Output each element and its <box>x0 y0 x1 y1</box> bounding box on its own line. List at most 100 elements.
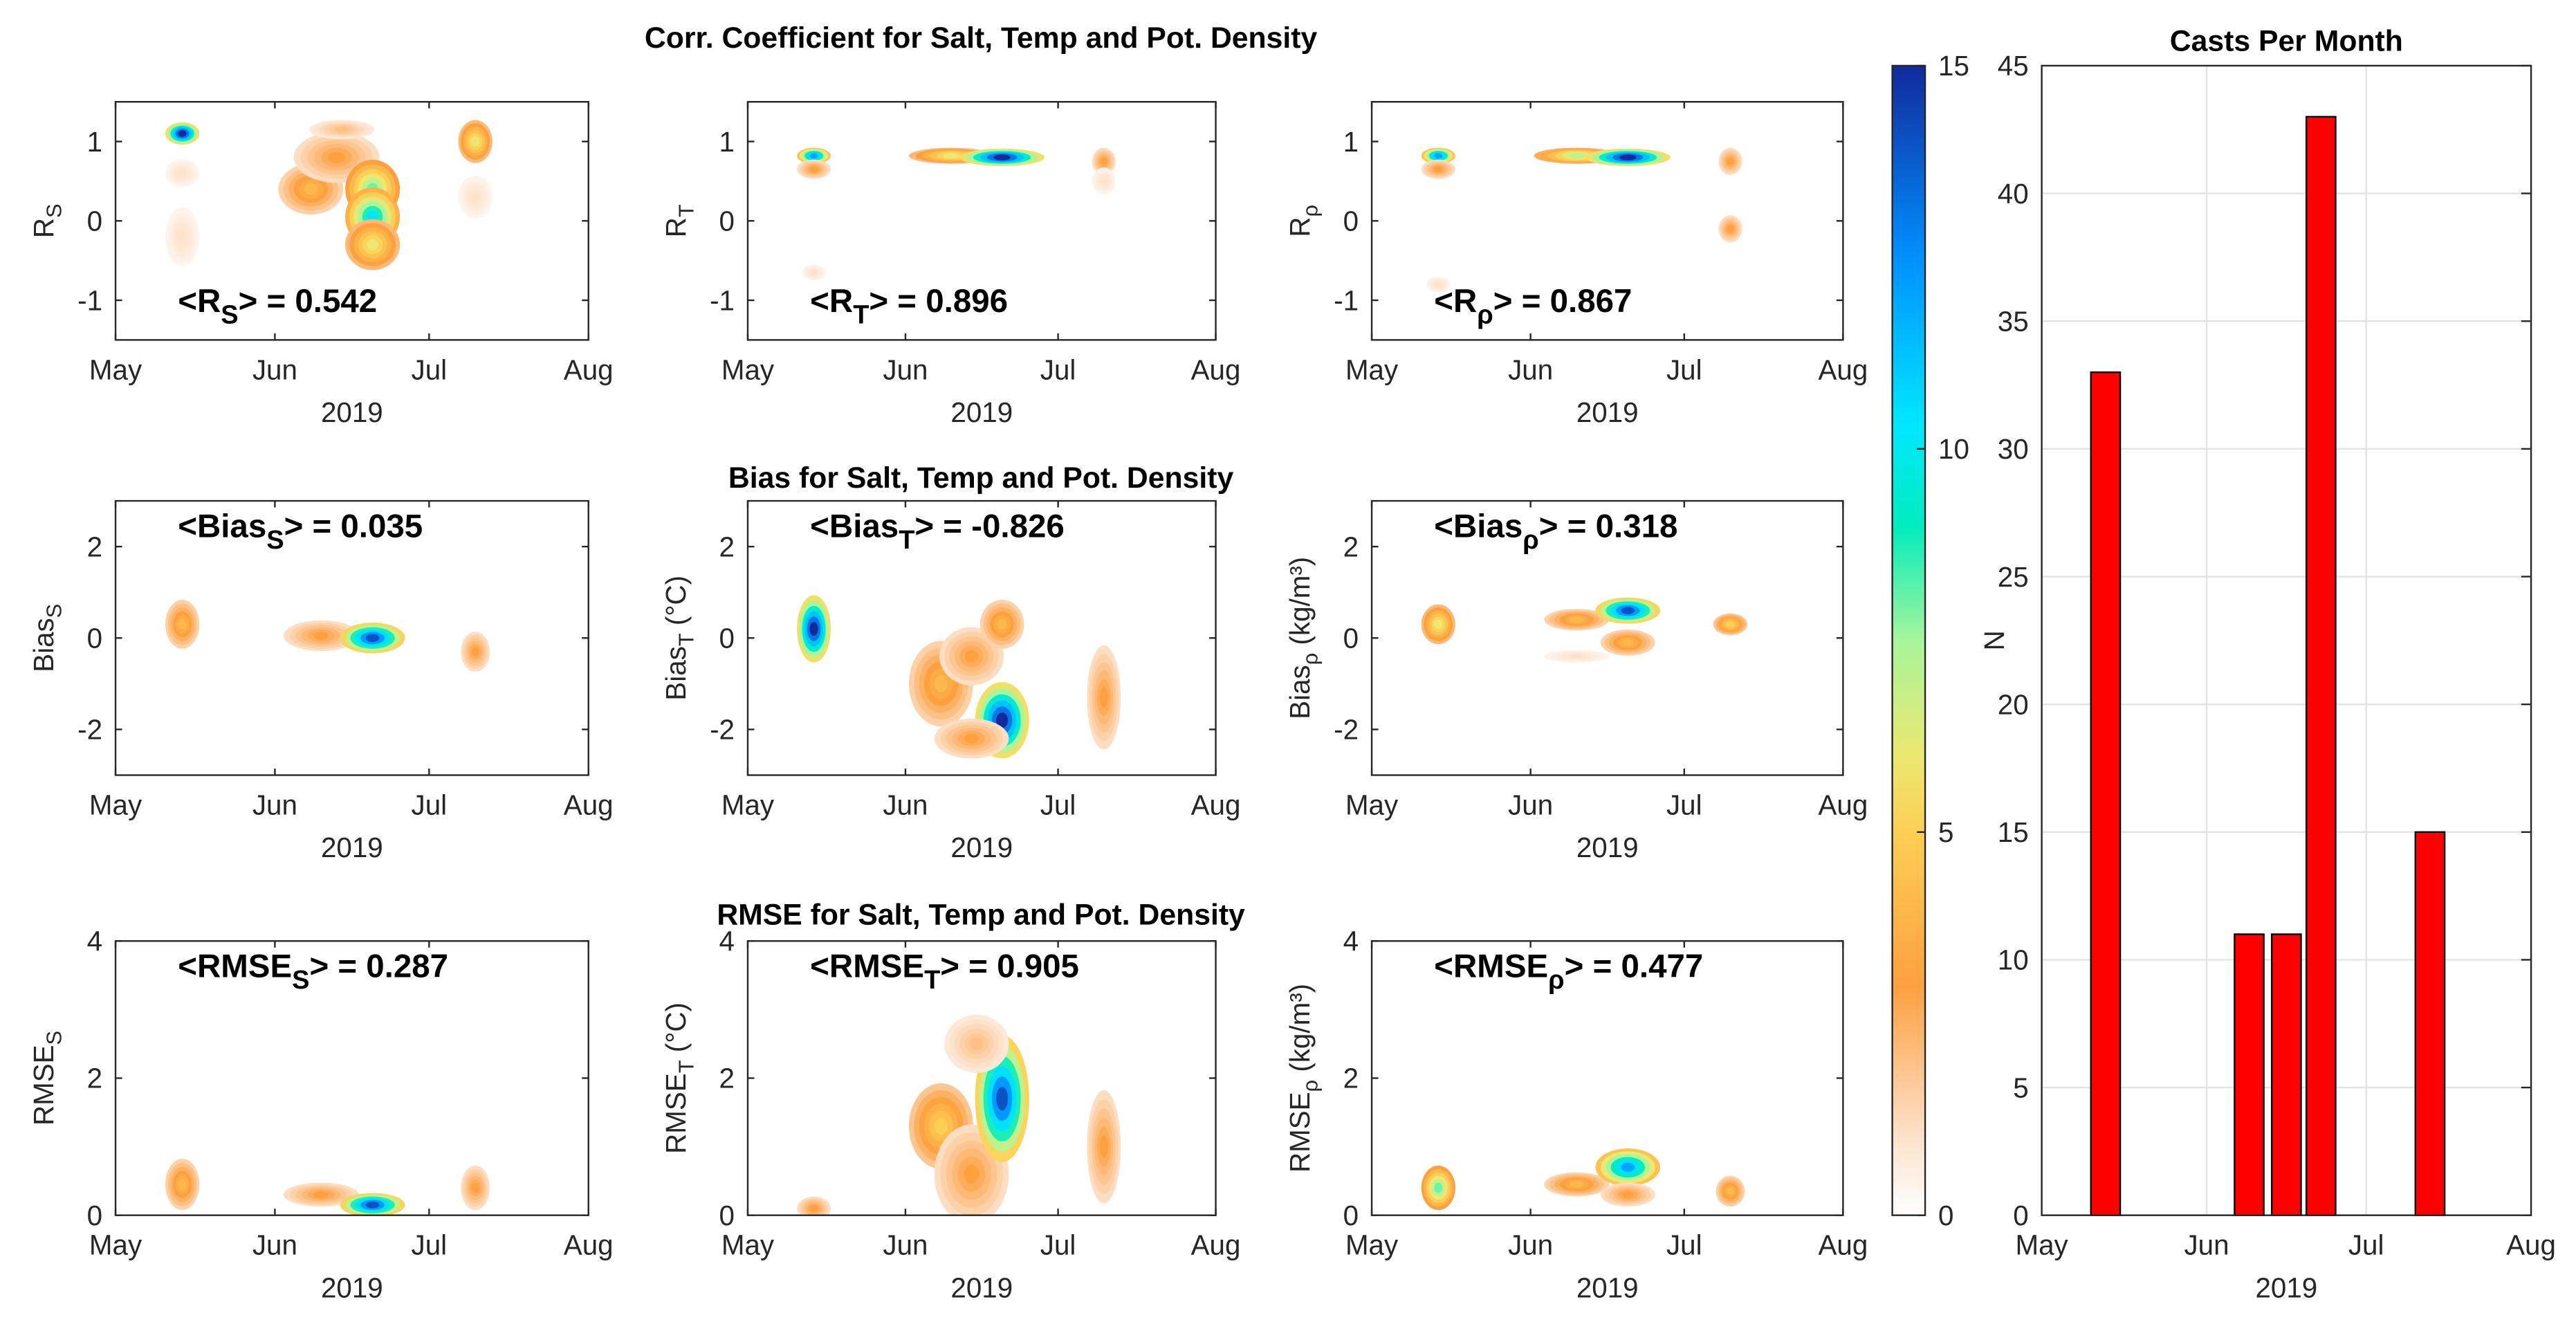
ann-open: < <box>810 948 829 984</box>
heatmap-blob <box>461 632 490 672</box>
x-tick-label: Jun <box>883 1229 928 1261</box>
heatmap-level <box>942 153 960 159</box>
heatmap-blob <box>340 623 405 654</box>
x-tick-label: Jul <box>1040 354 1076 385</box>
x-tick-label: May <box>89 789 142 820</box>
y-axis-label: BiasT (°C) <box>660 576 699 701</box>
colorbar: 0 5 10 15 N <box>1891 50 2010 1231</box>
ann-close: > = <box>940 948 997 984</box>
ann-open: < <box>1434 948 1453 984</box>
ann-subscript: S <box>292 966 309 995</box>
x-tick-label: May <box>721 1229 775 1261</box>
heatmap-level <box>809 1204 818 1212</box>
x-tick-label: Aug <box>564 354 614 385</box>
y-tick-label: 45 <box>1998 50 2029 82</box>
y-tick-label: 30 <box>1998 433 2029 465</box>
heatmap-cells <box>165 120 493 270</box>
y-tick-label: 35 <box>1998 305 2029 337</box>
mean-annotation: <RT> = 0.896 <box>810 283 1008 330</box>
ann-close: > = <box>914 508 971 544</box>
y-label-subscript: T <box>674 204 699 217</box>
heatmap-level <box>934 1117 948 1135</box>
heatmap-level <box>1726 621 1735 628</box>
mean-annotation: <RMSET> = 0.905 <box>810 948 1079 995</box>
y-tick-label: 2 <box>87 531 102 562</box>
heatmap-level <box>335 127 349 133</box>
heatmap-cells <box>1421 597 1748 663</box>
x-tick-label: Jul <box>412 789 448 820</box>
heatmap-level <box>365 634 380 642</box>
ann-main: Bias <box>197 508 266 544</box>
ann-subscript: T <box>899 526 914 555</box>
heatmap-level <box>1099 1135 1108 1158</box>
heatmap-blob <box>1421 1165 1455 1211</box>
heatmap-level <box>1570 654 1584 659</box>
x-tick-label: May <box>2016 1229 2069 1261</box>
y-axis-label: RMSES <box>28 1031 66 1126</box>
x-tick-label: Jun <box>1508 354 1553 385</box>
x-tick-label: Aug <box>1191 789 1241 820</box>
x-tick-label: Jul <box>1666 1229 1702 1261</box>
heatmap-blob <box>944 1014 1009 1073</box>
y-tick-label: 0 <box>87 623 102 654</box>
y-tick-label: 1 <box>87 126 102 158</box>
heatmap-blob <box>165 207 200 266</box>
heatmap-blob <box>1544 1172 1610 1197</box>
x-tick-label: Aug <box>2506 1229 2556 1261</box>
y-tick-label: 1 <box>1343 126 1359 158</box>
ann-main: RMSE <box>197 948 292 984</box>
x-tick-label: Aug <box>1191 1229 1241 1261</box>
y-label-main: Bias <box>28 618 59 672</box>
ann-subscript: T <box>924 966 940 995</box>
y-tick-label: 0 <box>719 205 735 237</box>
heatmap-level <box>964 733 979 744</box>
y-tick-label: 0 <box>1343 623 1359 654</box>
y-label-main: RMSE <box>28 1045 59 1126</box>
y-axis-label: BiasS <box>28 604 66 672</box>
x-axis-label: 2019 <box>950 396 1013 428</box>
x-axis-label: 2019 <box>1576 832 1639 863</box>
heatmap-level <box>809 621 818 636</box>
y-label-unit: (°C) <box>660 1002 692 1060</box>
x-tick-label: Jul <box>2348 1229 2384 1261</box>
axes-box <box>2041 64 2532 1216</box>
y-tick-label: 4 <box>719 925 735 957</box>
y-tick-label: 5 <box>2013 1072 2028 1103</box>
y-tick-label: 25 <box>1998 561 2029 593</box>
x-tick-label: Jul <box>1040 789 1076 820</box>
heatmap-blob <box>458 120 493 163</box>
ann-subscript: S <box>266 526 284 555</box>
x-axis-label: 2019 <box>950 1271 1013 1303</box>
y-tick-label: 0 <box>87 205 102 237</box>
heatmap-blob <box>797 595 831 663</box>
heatmap-blob <box>283 620 359 652</box>
ann-value: 0.905 <box>997 948 1079 984</box>
ann-open: < <box>178 948 197 984</box>
heatmap-blob <box>1595 597 1661 624</box>
heatmap-level <box>367 239 379 250</box>
heatmap-level <box>471 136 480 147</box>
ann-main: R <box>1453 283 1477 320</box>
row3-title: RMSE for Salt, Temp and Pot. Density <box>717 899 1245 932</box>
y-axis-label: RS <box>28 203 66 238</box>
heatmap-level <box>1435 282 1442 287</box>
x-tick-label: May <box>1345 354 1399 385</box>
heatmap-level <box>997 618 1007 630</box>
x-tick-label: Jun <box>252 789 297 820</box>
y-label-subscript: S <box>42 203 66 218</box>
heatmap-blob <box>1421 147 1455 164</box>
y-tick-label: 2 <box>719 531 735 562</box>
heatmap-blob <box>1595 1148 1661 1186</box>
heatmap-level <box>1621 607 1635 614</box>
x-axis-label: 2019 <box>321 832 383 863</box>
ann-close: > = <box>1539 508 1596 544</box>
y-label-main: RMSE <box>1284 1092 1316 1173</box>
mean-annotation: <BiasT> = -0.826 <box>810 508 1065 555</box>
ann-value: 0.867 <box>1550 283 1632 320</box>
heatmap-level <box>1434 1182 1443 1193</box>
heatmap-level <box>471 1182 479 1193</box>
heatmap-level <box>964 1164 979 1184</box>
heatmap-blob <box>1421 159 1455 179</box>
